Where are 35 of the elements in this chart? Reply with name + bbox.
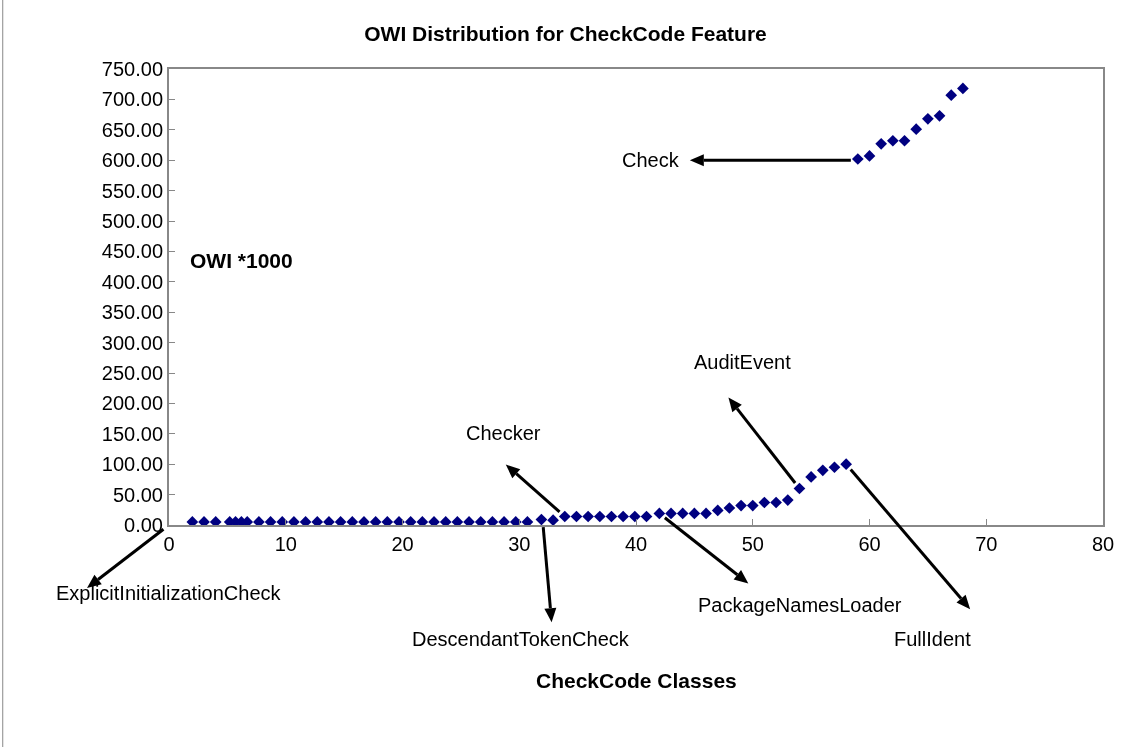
y-tick-label: 300.00: [101, 331, 163, 354]
text: FullIdent: [894, 628, 972, 650]
text: ExplicitInitializationCheck: [56, 582, 282, 604]
x-tick-label: 80: [1091, 533, 1115, 555]
y-tick-label: 50.00: [112, 483, 163, 506]
y-tick-label: 400.00: [101, 270, 163, 293]
chart-title: OWI Distribution for CheckCode Feature: [364, 21, 767, 45]
y-tick-label: 500.00: [101, 210, 163, 232]
y-axis-title: OWI *1000: [190, 249, 293, 272]
x-tick-label: 20: [391, 533, 414, 555]
x-tick-label: 70: [975, 533, 998, 555]
y-tick-label: 650.00: [101, 118, 163, 141]
y-tick-label: 0.00: [124, 514, 163, 536]
y-tick-label: 450.00: [101, 240, 163, 263]
text: CheckCode Classes: [536, 669, 737, 692]
y-tick-label: 350.00: [101, 301, 163, 324]
y-tick-label: 200.00: [101, 392, 163, 415]
annotation: Checker: [466, 422, 541, 444]
y-tick-label: 550.00: [101, 179, 163, 202]
y-tick-label: 750.00: [101, 58, 163, 80]
x-tick-label: 50: [741, 533, 764, 555]
y-tick-label: 250.00: [101, 362, 163, 384]
y-tick-label: 150.00: [101, 422, 163, 445]
annotation: AuditEvent: [694, 351, 792, 373]
x-tick-label: 30: [508, 533, 531, 555]
x-tick-label: 0: [163, 533, 175, 555]
x-tick-label: 40: [624, 533, 648, 555]
y-tick-label: 100.00: [101, 453, 163, 476]
annotation: DescendantTokenCheck: [412, 628, 630, 650]
annotation: PackageNamesLoader: [698, 594, 902, 616]
x-tick-label: 60: [858, 533, 881, 555]
annotation: Check: [622, 149, 680, 171]
y-tick-label: 700.00: [101, 88, 163, 111]
x-tick-label: 10: [274, 533, 297, 555]
y-tick-label: 600.00: [101, 149, 163, 172]
